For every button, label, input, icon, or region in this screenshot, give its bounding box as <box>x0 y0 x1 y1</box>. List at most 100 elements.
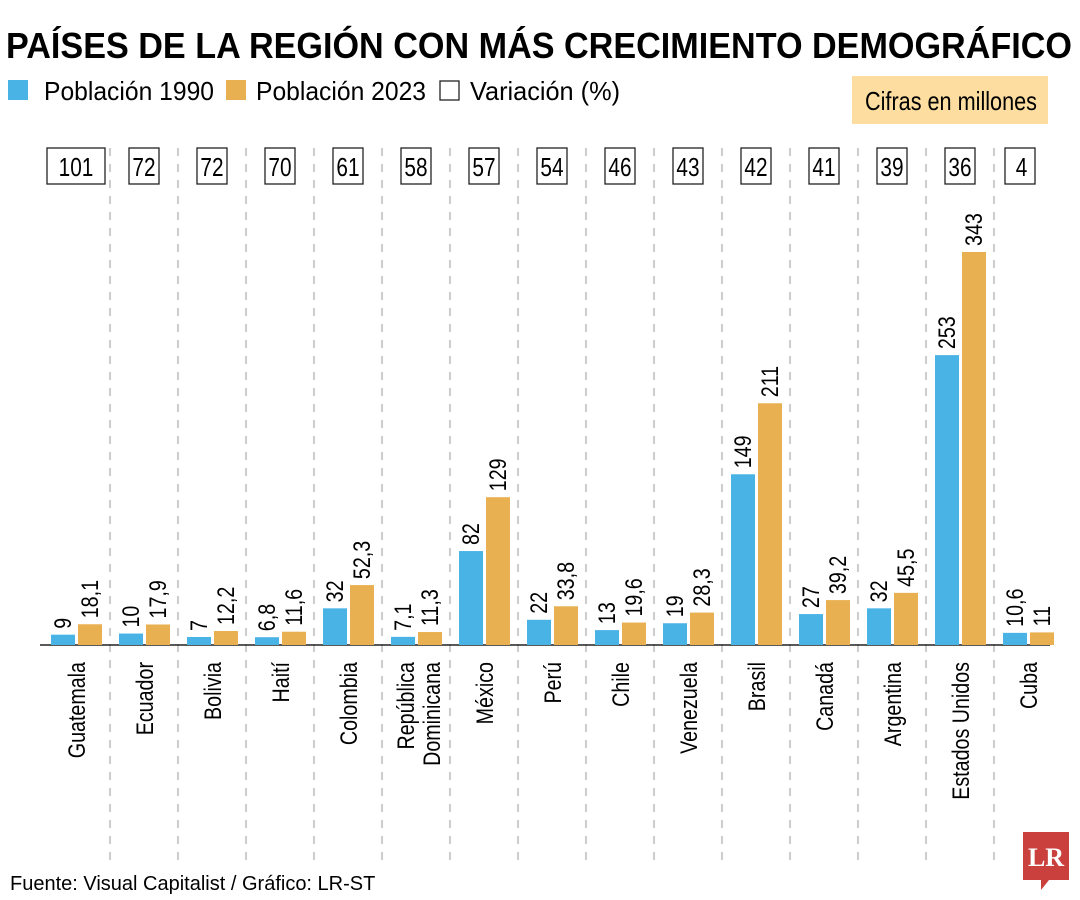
category-label: Ecuador <box>131 662 158 735</box>
bar-value-label: 27 <box>797 586 824 608</box>
bar-value-label: 22 <box>525 592 552 614</box>
legend-swatch-variation <box>439 80 460 101</box>
bar-value-label: 343 <box>960 213 987 246</box>
bar-value-label: 10,6 <box>1001 589 1028 627</box>
bar-value-label: 19 <box>661 595 688 617</box>
bar-1990 <box>867 608 891 645</box>
category-label: Perú <box>539 662 566 704</box>
lr-logo: LR <box>1023 832 1069 890</box>
category-label: Estados Unidos <box>947 662 974 800</box>
variation-label: 54 <box>540 153 563 182</box>
category-label: Cuba <box>1015 661 1042 709</box>
category-label: Bolivia <box>199 661 226 720</box>
category-label: Haití <box>267 662 294 702</box>
variation-label: 46 <box>608 153 631 182</box>
bar-2023 <box>554 606 578 645</box>
bar-2023 <box>486 497 510 645</box>
variation-box <box>944 147 976 185</box>
bar-1990 <box>799 614 823 645</box>
bar-2023 <box>894 592 918 645</box>
variation-label: 101 <box>59 153 94 182</box>
category-label: RepúblicaDominicana <box>392 661 445 766</box>
category-label: Chile <box>607 662 634 707</box>
bar-2023 <box>214 631 238 645</box>
bar-value-label: 7,1 <box>389 604 416 631</box>
variation-box <box>536 147 568 185</box>
bar-value-label: 12,2 <box>212 587 239 625</box>
bar-value-label: 211 <box>756 366 783 397</box>
bar-1990 <box>119 633 143 645</box>
variation-box <box>808 147 840 185</box>
variation-box <box>264 147 296 185</box>
bar-value-label: 7 <box>185 620 212 631</box>
bar-value-label: 11,3 <box>416 589 443 626</box>
variation-box <box>604 147 636 185</box>
source-text: Fuente: Visual Capitalist / Gráfico: LR-… <box>10 873 375 895</box>
bar-1990 <box>255 637 279 645</box>
legend-label-2023: Población 2023 <box>256 76 426 106</box>
bar-1990 <box>935 355 959 645</box>
variation-box <box>468 147 500 185</box>
bar-1990 <box>51 634 75 645</box>
bar-1990 <box>731 474 755 645</box>
bar-value-label: 17,9 <box>144 580 171 618</box>
bar-1990 <box>391 636 415 645</box>
variation-box <box>332 147 364 185</box>
category-label: Venezuela <box>675 661 702 754</box>
legend-swatch-1990 <box>8 80 28 100</box>
bar-value-label: 10 <box>117 606 144 628</box>
svg-text:LR: LR <box>1028 843 1064 872</box>
bar-2023 <box>146 624 170 645</box>
bar-2023 <box>690 612 714 645</box>
bar-value-label: 33,8 <box>552 562 579 600</box>
bar-1990 <box>323 608 347 645</box>
legend-label-1990: Población 1990 <box>44 76 214 106</box>
variation-box <box>400 147 432 185</box>
bar-value-label: 32 <box>321 580 348 602</box>
variation-label: 39 <box>880 153 903 182</box>
legend-swatch-2023 <box>226 80 246 100</box>
bar-value-label: 253 <box>933 316 960 349</box>
bar-1990 <box>459 551 483 645</box>
bar-2023 <box>758 403 782 645</box>
variation-box <box>740 147 772 185</box>
bar-value-label: 28,3 <box>688 568 715 606</box>
variation-label: 58 <box>404 153 427 182</box>
bar-1990 <box>187 636 211 645</box>
note-text: Cifras en millones <box>865 86 1037 116</box>
category-label: Canadá <box>811 661 838 731</box>
bar-value-label: 52,3 <box>348 541 375 579</box>
bar-value-label: 45,5 <box>892 549 919 587</box>
legend-label-variation: Variación (%) <box>470 76 620 106</box>
chart-title: PAÍSES DE LA REGIÓN CON MÁS CRECIMIENTO … <box>6 24 1072 66</box>
category-label: Brasil <box>743 662 770 711</box>
bar-1990 <box>663 623 687 645</box>
bar-value-label: 11,6 <box>280 589 307 626</box>
bar-1990 <box>527 619 551 645</box>
variation-label: 41 <box>812 153 835 182</box>
variation-label: 42 <box>744 153 767 182</box>
bar-value-label: 129 <box>484 458 511 491</box>
variation-label: 72 <box>200 153 223 182</box>
bar-value-label: 32 <box>865 580 892 602</box>
bar-1990 <box>1003 632 1027 645</box>
variation-box <box>46 147 106 185</box>
legend: Población 1990 Población 2023 Variación … <box>8 76 620 106</box>
category-label: México <box>471 662 498 724</box>
bar-value-label: 11 <box>1028 606 1055 626</box>
bar-2023 <box>1030 632 1054 645</box>
variation-label: 43 <box>676 153 699 182</box>
bar-2023 <box>282 631 306 645</box>
bar-2023 <box>826 600 850 645</box>
bar-1990 <box>595 630 619 645</box>
bar-2023 <box>350 585 374 645</box>
variation-label: 70 <box>268 153 291 182</box>
bar-value-label: 6,8 <box>253 604 280 631</box>
bar-value-label: 9 <box>49 618 76 629</box>
variation-label: 61 <box>336 153 359 182</box>
variation-box <box>876 147 908 185</box>
variation-box <box>196 147 228 185</box>
category-label: Colombia <box>335 661 362 745</box>
bar-value-label: 82 <box>457 523 484 545</box>
